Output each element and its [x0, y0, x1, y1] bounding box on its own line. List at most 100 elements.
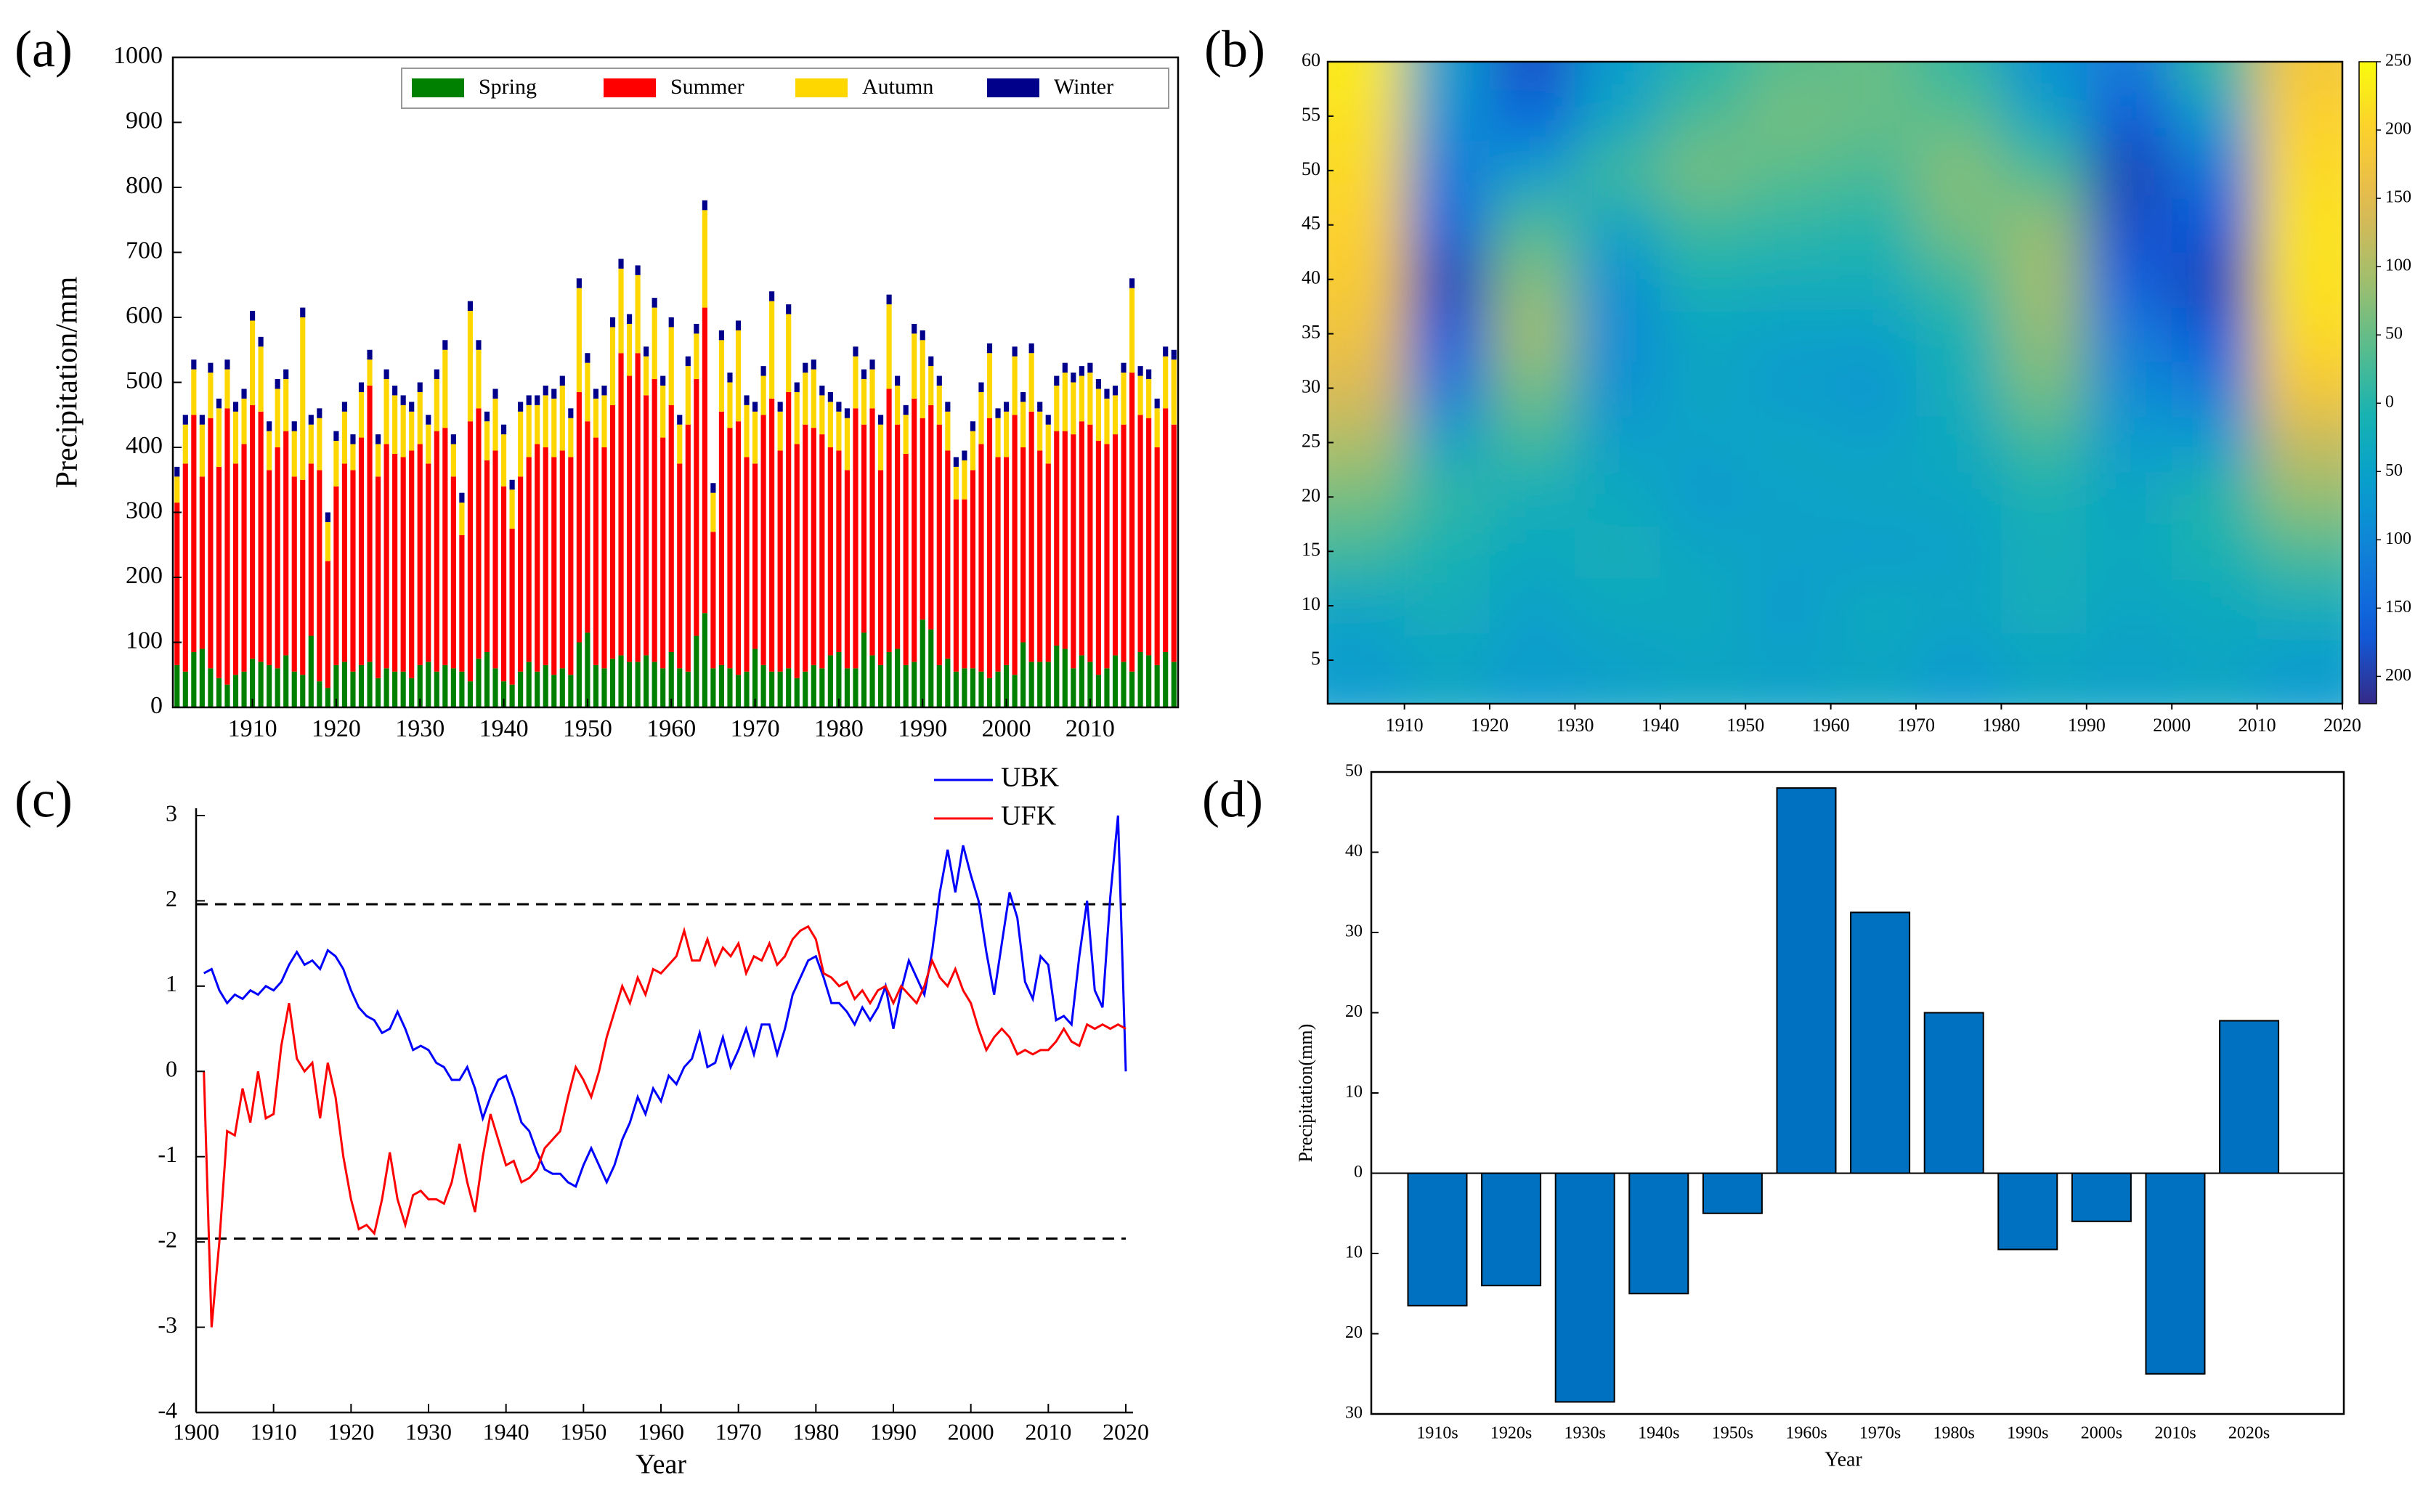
heatmap-cell — [1660, 306, 1747, 362]
bar-segment — [819, 385, 825, 396]
bar-segment — [1171, 424, 1177, 662]
bar-segment — [400, 405, 406, 458]
bar-segment — [710, 532, 716, 669]
bar-segment — [618, 259, 624, 269]
heatmap-cell — [1328, 524, 1405, 580]
bar-segment — [668, 327, 674, 405]
bar-segment — [174, 664, 180, 707]
y-tick-label: 3 — [166, 800, 177, 826]
bar-segment — [174, 466, 180, 477]
plot-frame — [1326, 60, 2344, 705]
heatmap-cell — [1328, 89, 1405, 145]
panel-label: (a) — [15, 20, 73, 78]
bar-segment — [459, 503, 465, 535]
bar-segment — [275, 379, 280, 389]
bar-segment — [1121, 424, 1127, 662]
bar-segment — [660, 437, 666, 669]
bar-segment — [476, 408, 482, 659]
bar-segment — [1087, 424, 1093, 662]
x-tick-label: 1960s — [1785, 1424, 1827, 1443]
colorbar — [2358, 61, 2377, 704]
bar-segment — [752, 649, 758, 707]
y-tick-label: 50 — [1302, 158, 1320, 179]
heatmap-cell — [2257, 198, 2342, 253]
bar-segment — [794, 382, 800, 392]
bar-segment — [467, 301, 474, 312]
bar-segment — [543, 664, 548, 707]
bar-segment — [325, 512, 330, 522]
bar-segment — [694, 323, 699, 334]
bar-segment — [1037, 411, 1043, 451]
bar-segment — [718, 664, 725, 707]
x-tick-label: 1920 — [312, 715, 361, 742]
bar-segment — [459, 671, 465, 707]
bar-segment — [609, 658, 616, 707]
bar-segment — [417, 391, 423, 444]
heatmap-cell — [1830, 633, 1917, 704]
y-tick-label: 30 — [1345, 922, 1363, 941]
bar-segment — [886, 389, 892, 652]
heatmap-cell — [2001, 143, 2087, 199]
x-axis-title: Year — [1825, 1448, 1862, 1471]
heatmap-cell — [1745, 89, 1832, 145]
bar-segment — [786, 304, 792, 314]
legend-swatch — [604, 78, 656, 97]
heatmap-cell — [2257, 415, 2342, 471]
bar-segment — [492, 398, 498, 451]
bar-segment — [861, 369, 867, 380]
bar-segment — [936, 424, 942, 665]
x-tick-label: 1910s — [1416, 1424, 1458, 1443]
heatmap-cell — [1830, 524, 1917, 580]
bar-segment — [283, 431, 289, 656]
bar-segment — [936, 375, 942, 386]
bar-segment — [333, 441, 339, 487]
heatmap-cell — [1404, 633, 1491, 704]
x-tick-label: 1920 — [1471, 715, 1509, 736]
bar-segment — [1095, 389, 1102, 442]
bar-segment — [928, 405, 934, 630]
bar-segment — [1087, 362, 1093, 373]
bar-segment — [593, 664, 599, 707]
heatmap-cell — [2172, 143, 2258, 199]
bar-segment — [702, 210, 707, 308]
plot-frame — [171, 56, 1180, 709]
bar-segment — [535, 395, 540, 405]
heatmap-cell — [1575, 62, 1661, 90]
bar-segment — [208, 362, 214, 373]
bar-segment — [1079, 375, 1084, 422]
bar-segment — [853, 668, 859, 707]
panel-label: (b) — [1204, 20, 1265, 78]
heatmap-cell — [1328, 469, 1405, 525]
bar-segment — [861, 424, 867, 633]
bar-segment — [291, 421, 297, 431]
heatmap — [1328, 62, 2342, 704]
bar-segment — [317, 470, 322, 682]
bar-segment — [1121, 362, 1127, 373]
bar-segment — [609, 405, 616, 659]
x-tick-label: 1960 — [1812, 715, 1850, 736]
bar-segment — [702, 613, 707, 707]
heatmap-cell — [1328, 415, 1405, 471]
bar-segment — [660, 385, 666, 438]
bar-segment — [844, 418, 851, 471]
heatmap-cell — [1490, 633, 1576, 704]
heatmap-cell — [1575, 198, 1661, 253]
bar-segment — [710, 492, 716, 532]
bar-segment — [518, 476, 524, 672]
x-tick-label: 2020 — [1103, 1418, 1149, 1444]
bar-segment — [350, 434, 356, 444]
bar-segment — [978, 671, 984, 707]
bar — [1997, 1172, 2058, 1251]
bar-segment — [593, 389, 599, 399]
bar-segment — [1112, 385, 1119, 396]
heatmap-cell — [2172, 469, 2258, 525]
bar-segment — [635, 265, 641, 275]
heatmap-cell — [1660, 89, 1747, 145]
bar-segment — [1129, 288, 1135, 373]
bar-segment — [341, 463, 348, 662]
bar-segment — [844, 668, 851, 707]
bar-segment — [861, 633, 867, 707]
bar-segment — [1012, 415, 1018, 675]
bar-segment — [618, 353, 624, 656]
heatmap-cell — [2172, 252, 2258, 308]
